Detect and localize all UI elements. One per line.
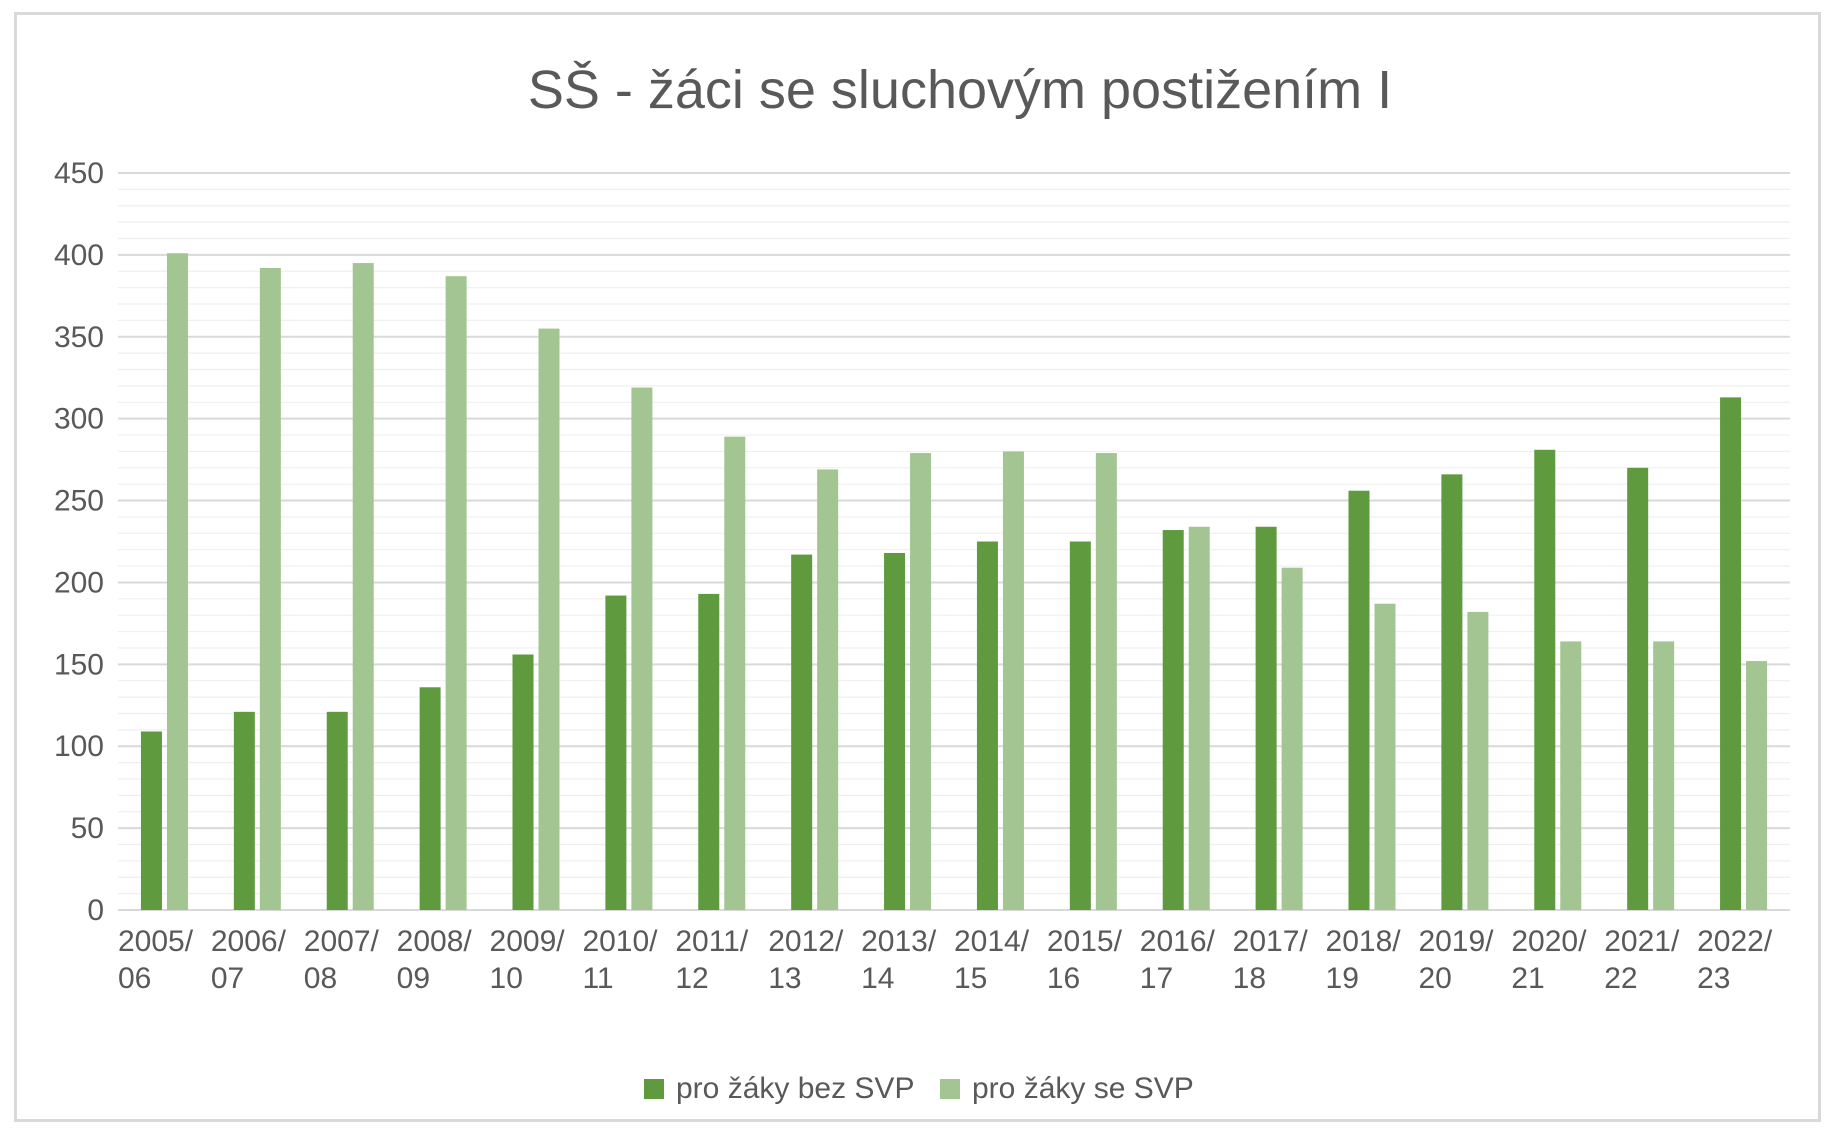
bar-bez-svp xyxy=(698,593,720,910)
y-tick-label: 450 xyxy=(54,157,104,190)
bar-bez-svp xyxy=(140,731,162,910)
y-tick-label: 150 xyxy=(54,648,104,681)
x-tick-label: 2005/ xyxy=(118,925,194,958)
bar-se-svp xyxy=(538,328,560,911)
bar-bez-svp xyxy=(233,711,255,910)
bars xyxy=(140,253,1768,911)
x-tick-label: 2012/ xyxy=(768,925,844,958)
bar-bez-svp xyxy=(1627,467,1649,910)
y-tick-label: 250 xyxy=(54,485,104,518)
bar-bez-svp xyxy=(605,595,627,910)
x-tick-label: 06 xyxy=(118,962,151,995)
bar-se-svp xyxy=(445,276,467,910)
bar-se-svp xyxy=(1281,567,1303,910)
x-tick-label: 2022/ xyxy=(1697,925,1773,958)
bar-se-svp xyxy=(910,453,932,910)
bar-se-svp xyxy=(1374,603,1396,910)
x-tick-label: 08 xyxy=(304,962,337,995)
x-tick-label: 2007/ xyxy=(304,925,380,958)
bar-bez-svp xyxy=(1255,526,1277,910)
x-axis-ticks: 2005/06 2006/07 2007/08 2008/09 2009/10 2010/… xyxy=(118,925,1773,995)
x-tick-label: 2006/ xyxy=(211,925,287,958)
x-tick-label: 14 xyxy=(861,962,894,995)
x-tick-label: 18 xyxy=(1233,962,1266,995)
x-tick-label: 09 xyxy=(397,962,430,995)
x-tick-label: 2019/ xyxy=(1418,925,1494,958)
x-tick-label: 2009/ xyxy=(490,925,566,958)
legend-label: pro žáky se SVP xyxy=(972,1072,1194,1105)
bar-se-svp xyxy=(1560,641,1582,910)
y-tick-label: 200 xyxy=(54,566,104,599)
chart-title: SŠ - žáci se sluchovým postižením I xyxy=(528,60,1392,120)
legend: pro žáky bez SVP pro žáky se SVP xyxy=(644,1072,1194,1105)
x-tick-label: 11 xyxy=(582,962,613,995)
x-tick-label: 2021/ xyxy=(1604,925,1680,958)
x-tick-label: 2015/ xyxy=(1047,925,1123,958)
x-tick-label: 23 xyxy=(1697,962,1730,995)
x-tick-label: 2014/ xyxy=(954,925,1030,958)
y-tick-label: 400 xyxy=(54,239,104,272)
bar-bez-svp xyxy=(1162,530,1184,910)
bar-se-svp xyxy=(724,436,746,910)
y-tick-label: 100 xyxy=(54,730,104,763)
bar-se-svp xyxy=(1746,661,1768,910)
y-tick-label: 50 xyxy=(71,812,104,845)
x-tick-label: 19 xyxy=(1326,962,1359,995)
bar-bez-svp xyxy=(512,654,534,910)
y-tick-label: 350 xyxy=(54,321,104,354)
x-tick-label: 2017/ xyxy=(1233,925,1309,958)
bar-bez-svp xyxy=(326,711,348,910)
y-tick-label: 300 xyxy=(54,403,104,436)
bar-se-svp xyxy=(1467,611,1489,910)
bar-se-svp xyxy=(817,469,839,910)
bar-se-svp xyxy=(1188,526,1210,910)
x-tick-label: 2016/ xyxy=(1140,925,1216,958)
bar-se-svp xyxy=(259,267,281,911)
bar-bez-svp xyxy=(419,687,441,910)
bar-bez-svp xyxy=(976,541,998,910)
bar-bez-svp xyxy=(1720,397,1742,910)
bar-se-svp xyxy=(1095,453,1117,910)
legend-swatch xyxy=(940,1079,960,1099)
legend-label: pro žáky bez SVP xyxy=(676,1072,914,1105)
bar-bez-svp xyxy=(1441,474,1463,910)
y-axis-ticks: 0 50 100 150 200 250 300 350 400 450 xyxy=(54,157,104,927)
x-tick-label: 2013/ xyxy=(861,925,937,958)
x-tick-label: 21 xyxy=(1511,962,1544,995)
x-tick-label: 2020/ xyxy=(1511,925,1587,958)
x-tick-label: 15 xyxy=(954,962,987,995)
bar-se-svp xyxy=(631,387,653,910)
x-tick-label: 2011/ xyxy=(675,925,749,958)
x-tick-label: 2010/ xyxy=(582,925,658,958)
x-tick-label: 2018/ xyxy=(1326,925,1402,958)
bar-se-svp xyxy=(1653,641,1675,910)
bar-bez-svp xyxy=(1534,449,1556,910)
bar-se-svp xyxy=(1002,451,1024,910)
bar-se-svp xyxy=(166,253,188,911)
bar-bez-svp xyxy=(1348,490,1370,910)
x-tick-label: 16 xyxy=(1047,962,1080,995)
bar-bez-svp xyxy=(1069,541,1091,910)
x-tick-label: 20 xyxy=(1418,962,1451,995)
x-tick-label: 13 xyxy=(768,962,801,995)
x-tick-label: 22 xyxy=(1604,962,1637,995)
bar-bez-svp xyxy=(884,552,906,910)
legend-swatch xyxy=(644,1079,664,1099)
bar-se-svp xyxy=(352,263,374,911)
x-tick-label: 10 xyxy=(490,962,523,995)
x-tick-label: 07 xyxy=(211,962,244,995)
x-tick-label: 17 xyxy=(1140,962,1173,995)
bar-bez-svp xyxy=(791,554,813,910)
x-tick-label: 2008/ xyxy=(397,925,473,958)
y-tick-label: 0 xyxy=(87,894,104,927)
x-tick-label: 12 xyxy=(675,962,708,995)
gridlines xyxy=(118,172,1790,911)
